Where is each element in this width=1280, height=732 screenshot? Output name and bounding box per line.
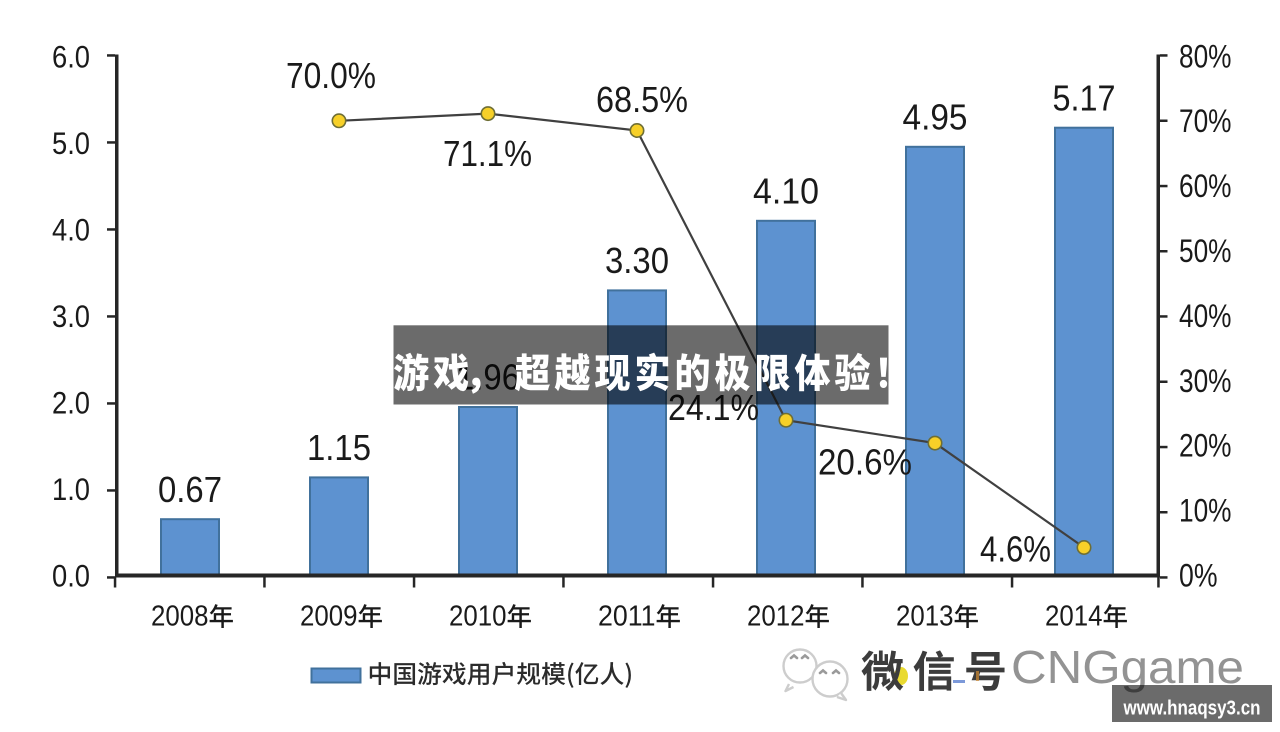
svg-text:www.hnaqsy3.cn: www.hnaqsy3.cn [1123,698,1261,720]
svg-text:71.1%: 71.1% [443,133,532,174]
svg-text:3.0: 3.0 [52,298,90,334]
svg-text:20%: 20% [1179,428,1232,464]
svg-text:10%: 10% [1179,493,1232,529]
svg-text:5.0: 5.0 [52,125,90,161]
svg-text:1.0: 1.0 [52,471,90,507]
svg-text:2008: 2008 [151,601,209,633]
svg-text:50%: 50% [1179,233,1232,269]
svg-text:4.0: 4.0 [52,212,90,248]
svg-text:60%: 60% [1179,168,1232,204]
svg-text:2009: 2009 [300,601,358,633]
svg-text:4.95: 4.95 [903,97,968,138]
svg-text:2014: 2014 [1045,601,1103,633]
svg-text:4.6%: 4.6% [980,529,1051,570]
svg-text:5.17: 5.17 [1053,77,1116,118]
svg-text:20.6%: 20.6% [818,442,912,483]
svg-text:2012: 2012 [747,601,805,633]
svg-text:0.67: 0.67 [158,469,222,510]
svg-text:0.0: 0.0 [52,558,90,594]
svg-text:80%: 80% [1179,38,1232,74]
svg-text:CNGgame: CNGgame [1011,641,1244,693]
svg-text:2.0: 2.0 [52,385,90,421]
svg-text:70.0%: 70.0% [286,55,376,96]
svg-text:0%: 0% [1179,558,1218,594]
svg-text:2011: 2011 [598,601,656,633]
svg-text:40%: 40% [1179,298,1232,334]
svg-text:68.5%: 68.5% [596,79,688,120]
svg-text:1.15: 1.15 [307,427,371,468]
svg-text:2010: 2010 [449,601,507,633]
svg-text:70%: 70% [1179,103,1232,139]
svg-text:3.30: 3.30 [605,240,669,281]
svg-text:6.0: 6.0 [52,39,90,75]
svg-text:4.10: 4.10 [753,171,819,212]
svg-text:2013: 2013 [896,601,954,633]
svg-text:30%: 30% [1179,363,1232,399]
